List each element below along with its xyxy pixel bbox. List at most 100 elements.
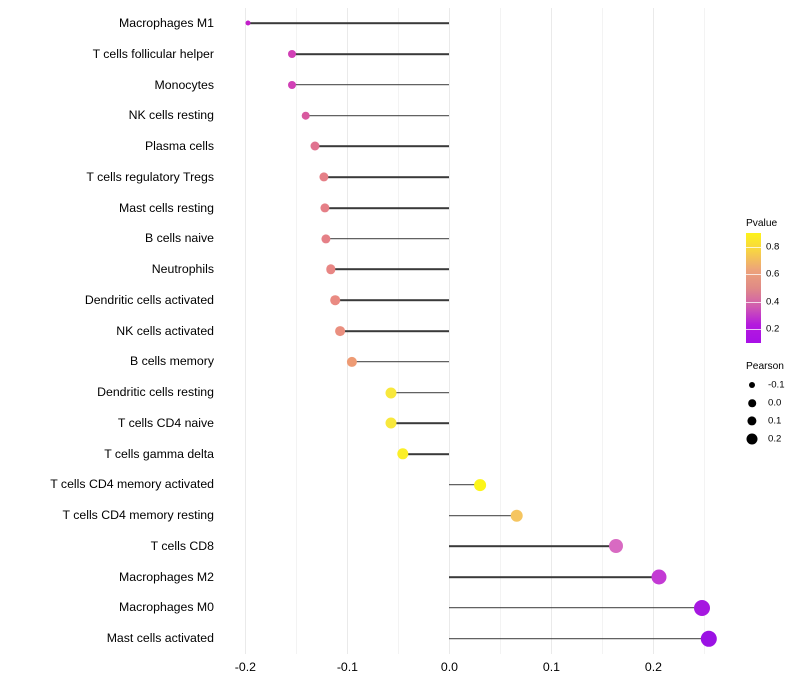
lollipop-row <box>225 131 730 162</box>
lollipop-point <box>651 569 667 585</box>
lollipop-stem <box>340 330 450 332</box>
size-legend-dot <box>746 433 758 445</box>
lollipop-point <box>474 478 486 491</box>
pvalue-legend-title: Pvalue <box>746 218 778 229</box>
y-axis-label: Macrophages M2 <box>118 569 214 584</box>
size-legend-row: 0.2 <box>744 430 800 448</box>
lollipop-stem <box>324 207 450 209</box>
size-legend-row: 0.0 <box>744 394 800 412</box>
lollipop-row <box>225 469 730 500</box>
y-axis-label: T cells CD4 naive <box>117 415 214 430</box>
lollipop-row <box>225 39 730 70</box>
lollipop-row <box>225 254 730 285</box>
y-axis-label: T cells regulatory Tregs <box>86 169 214 184</box>
lollipop-stem <box>335 299 450 302</box>
lollipop-row <box>225 316 730 347</box>
lollipop-row <box>225 623 730 654</box>
pvalue-colorbar-gradient <box>746 233 761 343</box>
lollipop-point <box>385 417 397 429</box>
lollipop-point <box>288 80 297 89</box>
y-axis-label: NK cells resting <box>128 108 214 123</box>
lollipop-stem <box>305 114 450 117</box>
x-axis-tick-label: 0.0 <box>440 660 458 674</box>
lollipop-point <box>700 630 717 647</box>
lollipop-point <box>396 448 409 460</box>
y-axis-label: Macrophages M1 <box>118 16 214 30</box>
lollipop-row <box>225 285 730 316</box>
lollipop-stem <box>292 84 450 86</box>
gridline-minor <box>704 8 706 654</box>
lollipop-row <box>225 439 730 470</box>
gridline-major <box>551 8 553 654</box>
lollipop-stem <box>449 637 709 640</box>
lollipop-row <box>225 408 730 439</box>
y-axis-label: Neutrophils <box>151 262 214 277</box>
size-legend-label: 0.0 <box>768 397 782 409</box>
legend-panel: Pvalue 0.8 0.6 0.4 0.2 Pearson -0.1 0.0 0.1 0.… <box>744 218 800 448</box>
y-axis-label: T cells follicular helper <box>92 46 214 61</box>
lollipop-stem <box>326 237 450 240</box>
colorbar-tick <box>746 329 761 331</box>
lollipop-stem <box>248 22 450 25</box>
lollipop-stem <box>292 53 450 55</box>
x-axis-tick-label: -0.1 <box>336 660 359 674</box>
y-axis-label: Dendritic cells resting <box>97 385 214 400</box>
lollipop-point <box>330 295 340 306</box>
colorbar-tick-label: 0.6 <box>766 268 780 280</box>
lollipop-point <box>288 50 297 59</box>
gridline-minor <box>500 8 502 654</box>
size-legend-dot <box>748 399 756 407</box>
y-axis-label: Monocytes <box>154 77 214 92</box>
lollipop-point <box>245 20 251 26</box>
lollipop-point <box>301 111 310 120</box>
y-axis-label: Macrophages M0 <box>118 600 214 615</box>
y-axis-label: B cells memory <box>129 354 214 369</box>
lollipop-row <box>225 377 730 408</box>
x-axis-tick-label: -0.2 <box>234 660 256 674</box>
y-axis-label: T cells CD4 memory resting <box>62 508 214 523</box>
y-axis-category-labels: Macrophages M1 T cells follicular helper M… <box>0 8 214 654</box>
lollipop-row <box>225 100 730 131</box>
colorbar-tick-label: 0.4 <box>766 296 780 308</box>
plot-area <box>225 8 730 654</box>
y-axis-label: T cells gamma delta <box>104 446 214 461</box>
size-legend-dot <box>747 416 757 426</box>
pvalue-colorbar: 0.8 0.6 0.4 0.2 <box>744 233 796 343</box>
lollipop-row <box>225 592 730 623</box>
colorbar-tick <box>746 274 761 276</box>
lollipop-stem <box>314 145 450 148</box>
size-legend-label: 0.1 <box>768 415 782 427</box>
lollipop-stem <box>449 576 659 578</box>
y-axis-label: NK cells activated <box>116 323 214 338</box>
y-axis-label: Plasma cells <box>144 139 214 154</box>
lollipop-row <box>225 500 730 531</box>
size-legend-label: 0.2 <box>768 433 782 445</box>
gridline-major <box>245 8 247 654</box>
lollipop-row <box>225 70 730 101</box>
lollipop-stem <box>449 484 481 486</box>
lollipop-point <box>694 599 711 616</box>
colorbar-tick-label: 0.8 <box>766 241 780 253</box>
pearson-size-legend: Pearson -0.1 0.0 0.1 0.2 <box>744 361 800 448</box>
x-axis-tick-label: 0.2 <box>644 660 663 674</box>
size-legend-row: 0.1 <box>744 412 800 430</box>
y-axis-label: Mast cells activated <box>106 631 214 646</box>
x-axis: -0.2 -0.1 0.0 0.1 0.2 <box>225 654 730 684</box>
pearson-size-legend-rows: -0.1 0.0 0.1 0.2 <box>744 376 800 448</box>
lollipop-stem <box>402 453 450 455</box>
y-axis-label: Dendritic cells activated <box>84 292 214 307</box>
lollipop-point <box>310 141 320 151</box>
lollipop-point <box>385 387 397 399</box>
y-axis-label: Mast cells resting <box>119 200 214 215</box>
y-axis-label: T cells CD8 <box>150 538 214 553</box>
size-legend-row: -0.1 <box>744 376 800 394</box>
lollipop-row <box>225 193 730 224</box>
y-axis-label: B cells naive <box>144 231 214 246</box>
lollipop-row <box>225 562 730 593</box>
lollipop-point <box>608 539 623 554</box>
lollipop-point <box>346 356 357 367</box>
gridline-major <box>653 8 655 654</box>
gridline-minor <box>296 8 298 654</box>
y-axis-label: T cells CD4 memory activated <box>50 477 214 492</box>
